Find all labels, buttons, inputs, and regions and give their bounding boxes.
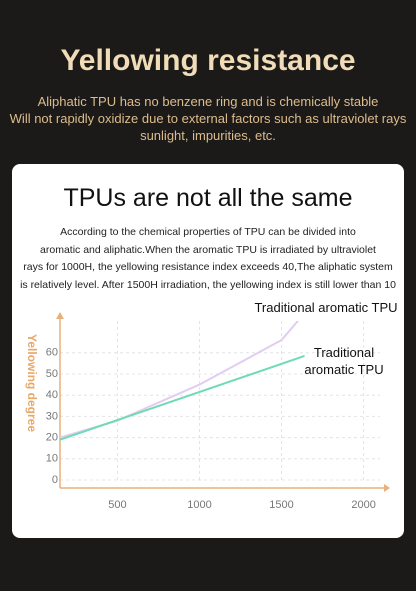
series-line (60, 355, 305, 441)
y-tick-label: 60 (46, 347, 58, 359)
x-arrow (384, 484, 390, 492)
y-arrow (56, 312, 64, 319)
card-text: According to the chemical properties of … (12, 224, 404, 294)
card-line: According to the chemical properties of … (60, 226, 356, 238)
legend-label: Traditional aromatic TPU (304, 345, 384, 377)
y-tick-label: 0 (52, 474, 58, 486)
header-line: Will not rapidly oxidize due to external… (9, 111, 407, 126)
y-tick-label: 20 (46, 432, 58, 444)
y-tick-label: 50 (46, 368, 58, 380)
header-line: sunlight, impurities, etc. (140, 128, 276, 143)
y-tick-label: 10 (46, 453, 58, 465)
series-line (60, 321, 300, 439)
y-axis-label: Yellowing degree (25, 334, 39, 432)
header-line: Aliphatic TPU has no benzene ring and is… (37, 94, 379, 109)
x-tick-label: 1500 (269, 499, 293, 511)
legend-label: Traditional aromatic TPU (254, 300, 398, 315)
card-line: is relatively level. After 1500H irradia… (20, 278, 396, 291)
header-text: Aliphatic TPU has no benzene ring and is… (0, 93, 416, 144)
x-tick-label: 2000 (351, 499, 375, 511)
card-line: aromatic and aliphatic.When the aromatic… (40, 243, 376, 256)
card-line: rays for 1000H, the yellowing resistance… (23, 261, 393, 273)
header-title: Yellowing resistance (60, 44, 356, 77)
x-tick-label: 500 (108, 499, 126, 511)
y-tick-label: 30 (46, 410, 58, 422)
x-tick-label: 1000 (187, 499, 211, 511)
y-tick-label: 40 (46, 389, 58, 401)
card: TPUs are not all the same According to t… (12, 164, 404, 538)
card-title: TPUs are not all the same (63, 184, 353, 212)
